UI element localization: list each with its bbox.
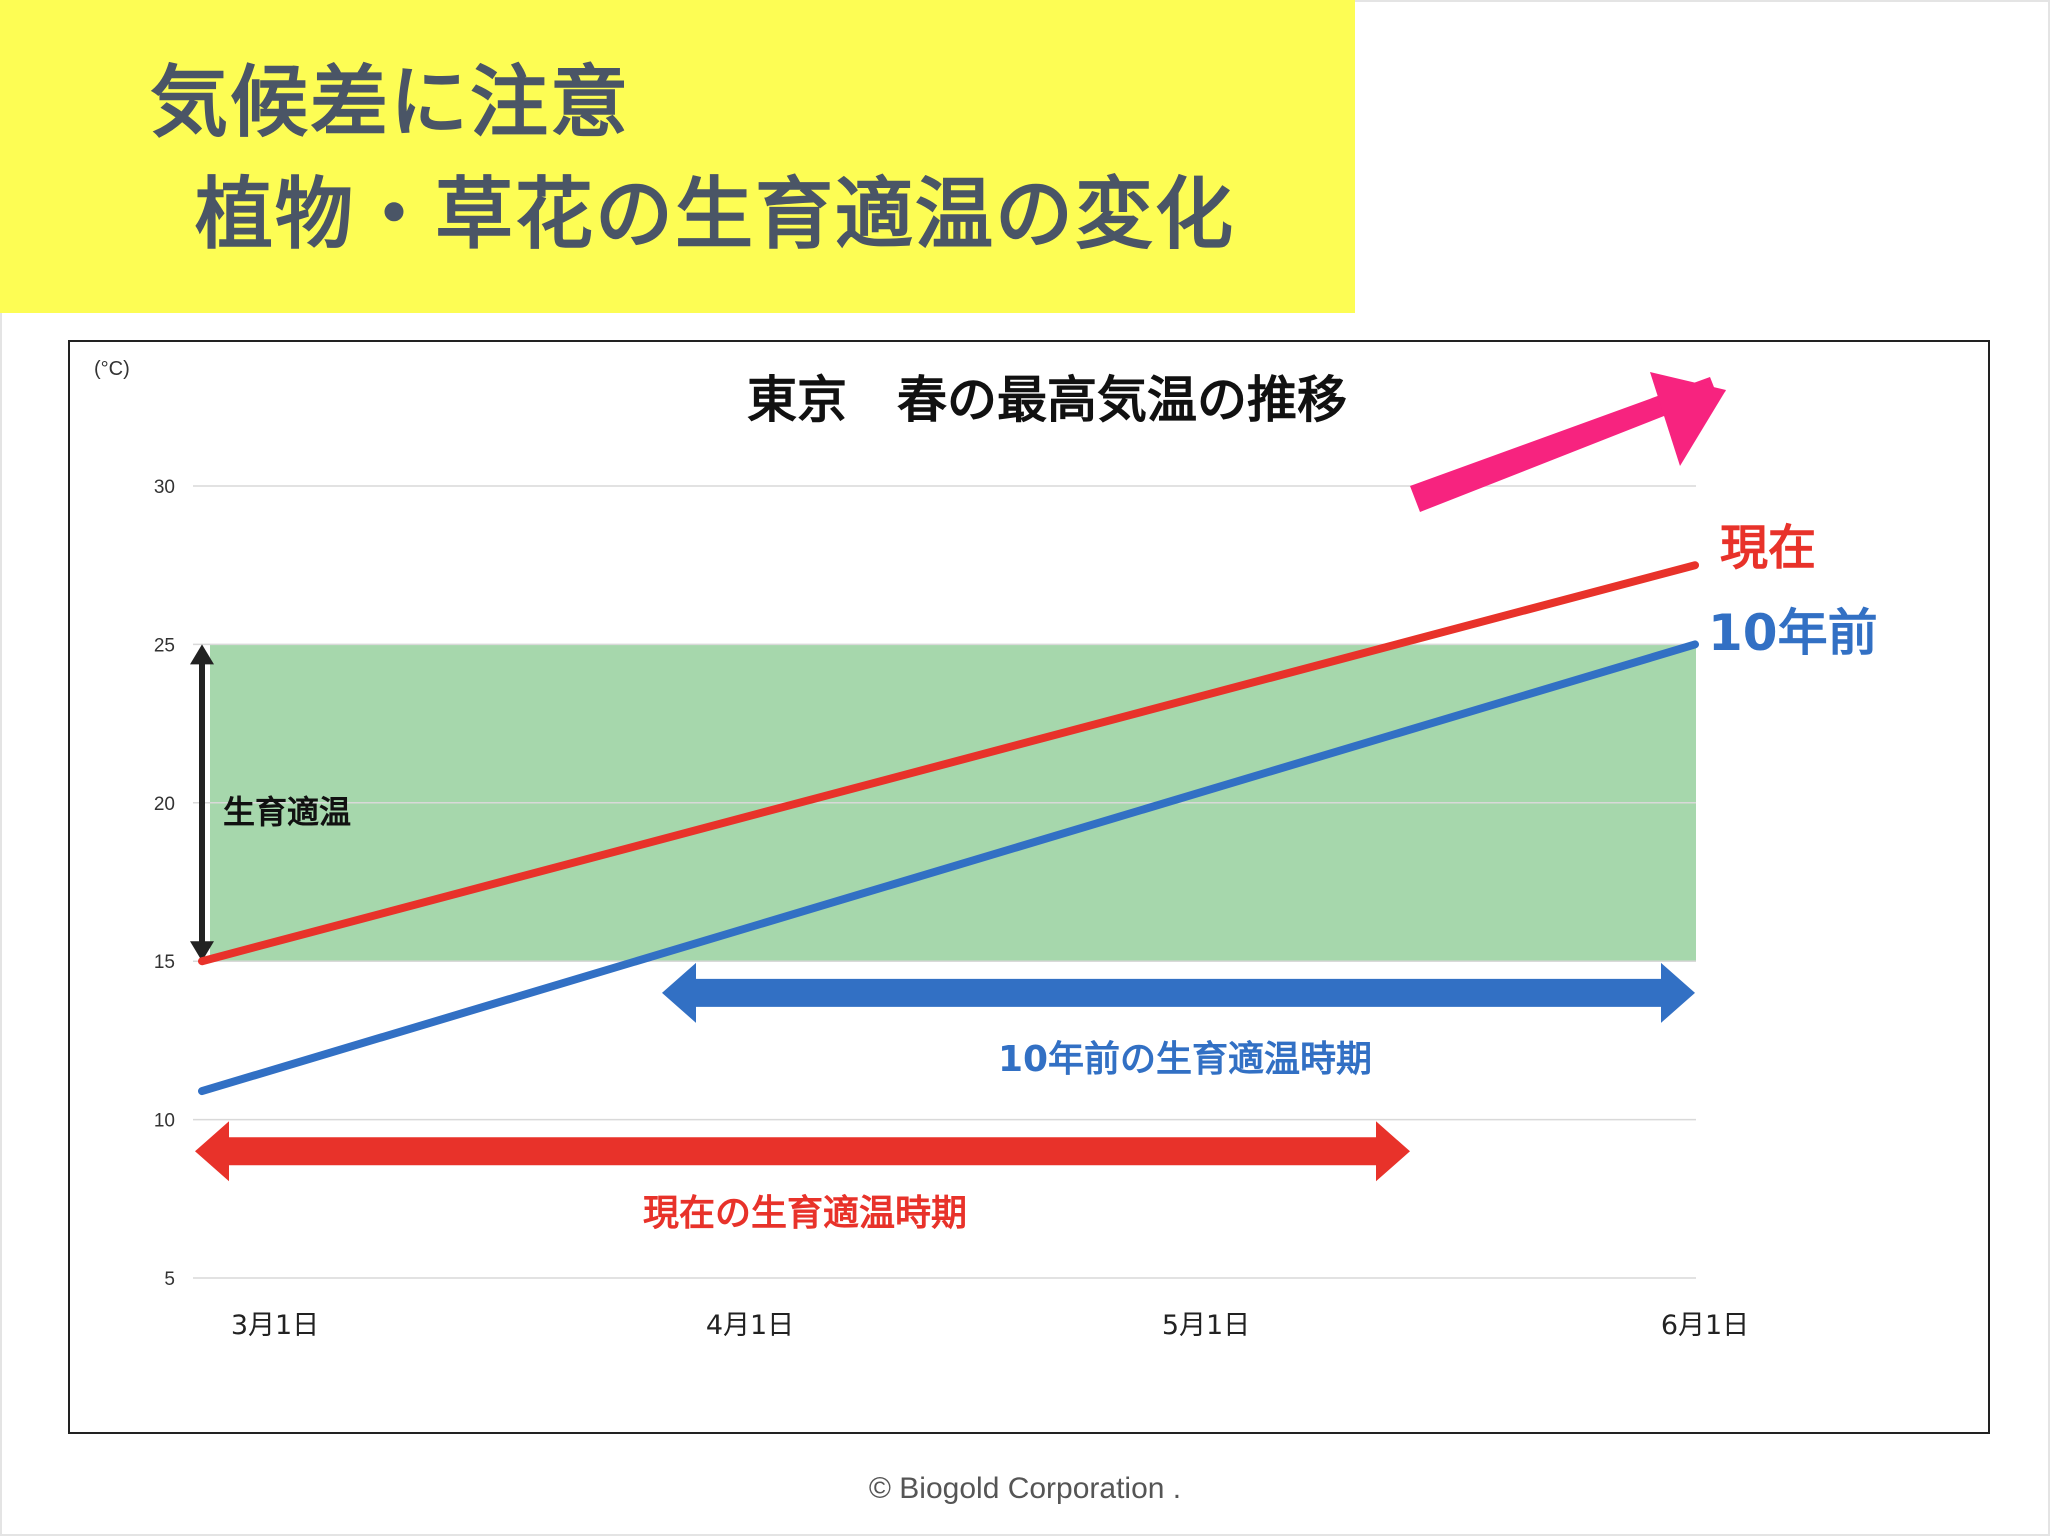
chart: 5 10 15 20 25 30 3月1日 4月1日 5月1日 6月1日 (°C) 東京 春の最… [94, 358, 1878, 1341]
x-tick-labels: 3月1日 4月1日 5月1日 6月1日 [231, 1310, 1749, 1341]
x-tick-label: 5月1日 [1162, 1310, 1250, 1341]
band-arrow-head-bottom [190, 941, 214, 962]
y-tick-label: 25 [154, 635, 175, 656]
title-banner: 気候差に注意 植物・草花の生育適温の変化 [0, 0, 1355, 313]
y-tick-label: 20 [154, 794, 175, 815]
series-line-0 [198, 561, 1699, 966]
y-tick-label: 10 [154, 1111, 175, 1132]
trend-arrow-head [1650, 372, 1726, 466]
band-label: 生育適温 [223, 793, 351, 831]
y-tick-label: 30 [154, 477, 175, 498]
series-line-1 [198, 640, 1699, 1096]
banner-subtitle: 植物・草花の生育適温の変化 [195, 170, 1236, 260]
y-tick-label: 15 [154, 952, 175, 973]
trend-arrow-shaft [1410, 377, 1726, 512]
series-lines [198, 561, 1699, 1096]
period-label-1: 現在の生育適温時期 [643, 1193, 967, 1234]
band-arrow-head-top [190, 644, 214, 665]
y-axis-unit: (°C) [94, 358, 130, 380]
y-tick-labels: 5 10 15 20 25 30 [154, 477, 175, 1290]
chart-frame: 5 10 15 20 25 30 3月1日 4月1日 5月1日 6月1日 (°C) 東京 春の最… [68, 340, 1990, 1434]
chart-title: 東京 春の最高気温の推移 [747, 371, 1347, 429]
trend-up-arrow-icon [1410, 372, 1726, 512]
banner-title: 気候差に注意 [150, 58, 631, 148]
period-arrow-1 [195, 1121, 1410, 1182]
series-label-1: 10年前 [1708, 604, 1878, 662]
period-arrow-0 [662, 962, 1695, 1023]
series-label-0: 現在 [1720, 520, 1816, 576]
y-tick-label: 5 [164, 1269, 175, 1290]
band-range-arrow [190, 644, 214, 962]
x-tick-label: 6月1日 [1661, 1310, 1749, 1341]
x-tick-label: 3月1日 [231, 1310, 319, 1341]
copyright-footer: © Biogold Corporation . [868, 1472, 1182, 1505]
series-labels: 現在 10年前 [1708, 520, 1878, 662]
x-tick-label: 4月1日 [706, 1310, 794, 1341]
period-label-0: 10年前の生育適温時期 [998, 1039, 1372, 1080]
